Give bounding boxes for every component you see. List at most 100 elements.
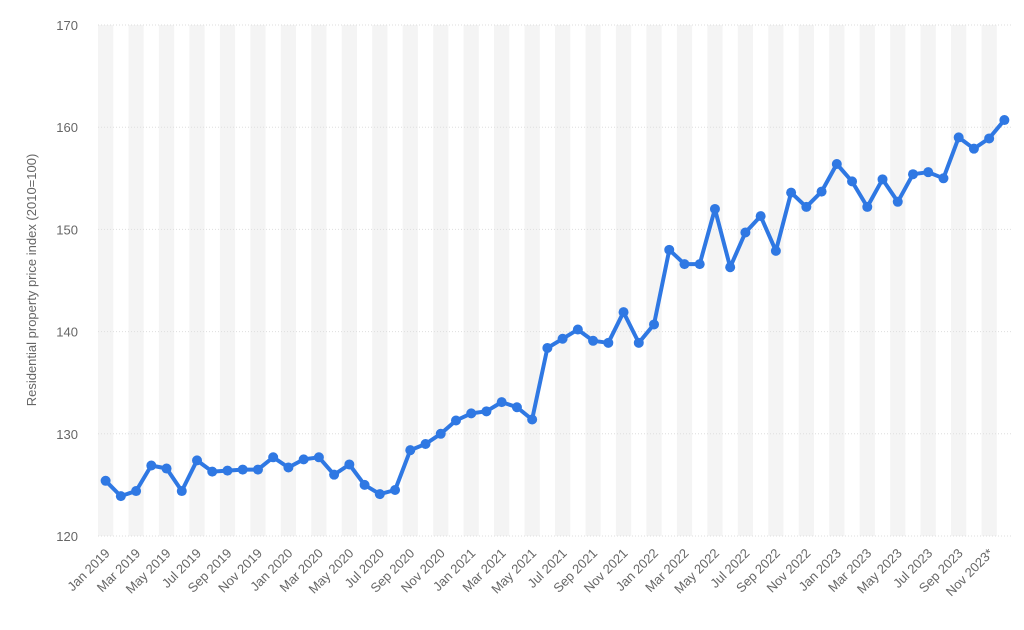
data-point[interactable] xyxy=(588,335,599,346)
column-band xyxy=(189,25,205,536)
data-point[interactable] xyxy=(694,259,705,270)
column-band xyxy=(615,25,632,536)
column-band xyxy=(859,25,875,536)
column-band xyxy=(219,25,236,536)
data-point[interactable] xyxy=(405,445,416,456)
data-point[interactable] xyxy=(237,464,248,475)
data-point[interactable] xyxy=(572,324,583,335)
column-band xyxy=(128,25,144,536)
column-band xyxy=(890,25,906,536)
data-point[interactable] xyxy=(420,439,431,450)
data-point[interactable] xyxy=(740,227,751,238)
data-point[interactable] xyxy=(633,337,644,348)
column-band xyxy=(98,25,114,536)
data-point[interactable] xyxy=(709,203,720,214)
data-point[interactable] xyxy=(984,133,995,144)
data-point[interactable] xyxy=(329,469,340,480)
data-point[interactable] xyxy=(618,307,629,318)
data-point[interactable] xyxy=(786,187,797,198)
y-tick-label: 130 xyxy=(56,427,78,442)
data-point[interactable] xyxy=(192,455,203,466)
data-point[interactable] xyxy=(344,459,355,470)
data-point[interactable] xyxy=(603,337,614,348)
data-point[interactable] xyxy=(938,173,949,184)
column-bands xyxy=(98,25,997,536)
data-point[interactable] xyxy=(450,415,461,426)
data-point[interactable] xyxy=(801,201,812,212)
column-band xyxy=(768,25,784,536)
column-band xyxy=(402,25,418,536)
y-tick-label: 150 xyxy=(56,222,78,237)
data-point[interactable] xyxy=(496,397,507,408)
column-band xyxy=(951,25,967,536)
data-point[interactable] xyxy=(755,211,766,222)
data-point[interactable] xyxy=(953,132,964,143)
y-tick-label: 170 xyxy=(56,18,78,33)
data-point[interactable] xyxy=(664,244,675,255)
y-tick-label: 120 xyxy=(56,529,78,544)
data-point[interactable] xyxy=(466,408,477,419)
column-band xyxy=(372,25,388,536)
data-point[interactable] xyxy=(313,452,324,463)
data-point[interactable] xyxy=(542,342,553,353)
data-point[interactable] xyxy=(511,402,522,413)
column-band xyxy=(981,25,997,536)
y-tick-label: 160 xyxy=(56,120,78,135)
column-band xyxy=(737,25,754,536)
data-point[interactable] xyxy=(222,465,233,476)
data-point[interactable] xyxy=(481,406,492,417)
data-point[interactable] xyxy=(298,454,309,465)
data-point[interactable] xyxy=(862,201,873,212)
data-point[interactable] xyxy=(176,486,187,497)
column-band xyxy=(707,25,723,536)
column-band xyxy=(676,25,693,536)
column-band xyxy=(585,25,601,536)
column-band xyxy=(463,25,479,536)
data-point[interactable] xyxy=(131,486,142,497)
data-point[interactable] xyxy=(816,186,827,197)
y-tick-label: 140 xyxy=(56,325,78,340)
data-point[interactable] xyxy=(359,479,370,490)
data-point[interactable] xyxy=(968,143,979,154)
data-point[interactable] xyxy=(847,176,858,187)
column-band xyxy=(798,25,814,536)
y-axis-title: Residential property price index (2010=1… xyxy=(24,154,39,407)
column-band xyxy=(524,25,540,536)
data-point[interactable] xyxy=(999,115,1010,126)
column-band xyxy=(433,25,449,536)
data-point[interactable] xyxy=(252,464,263,475)
data-point[interactable] xyxy=(374,489,385,500)
data-point[interactable] xyxy=(770,245,781,256)
data-point[interactable] xyxy=(283,462,294,473)
column-band xyxy=(494,25,510,536)
data-point[interactable] xyxy=(435,428,446,439)
column-band xyxy=(341,25,357,536)
data-point[interactable] xyxy=(725,262,736,273)
data-point[interactable] xyxy=(923,167,934,178)
column-band xyxy=(311,25,327,536)
data-point[interactable] xyxy=(679,259,690,270)
y-axis-tick-labels: 120 130 140 150 160 170 xyxy=(56,18,78,544)
column-band xyxy=(280,25,297,536)
data-point[interactable] xyxy=(831,158,842,169)
data-point[interactable] xyxy=(161,463,172,474)
data-point[interactable] xyxy=(115,491,126,502)
data-point[interactable] xyxy=(527,414,538,425)
data-point[interactable] xyxy=(268,452,279,463)
data-point[interactable] xyxy=(892,196,903,207)
column-band xyxy=(829,25,845,536)
data-point[interactable] xyxy=(877,174,888,185)
column-band xyxy=(920,25,936,536)
data-point[interactable] xyxy=(146,460,157,471)
data-point[interactable] xyxy=(207,466,218,477)
data-point[interactable] xyxy=(907,169,918,180)
column-band xyxy=(646,25,662,536)
data-point[interactable] xyxy=(557,333,568,344)
data-point[interactable] xyxy=(649,319,660,330)
data-point[interactable] xyxy=(390,485,401,496)
column-band xyxy=(250,25,266,536)
data-point[interactable] xyxy=(100,475,111,486)
series-price-index xyxy=(100,115,1010,502)
